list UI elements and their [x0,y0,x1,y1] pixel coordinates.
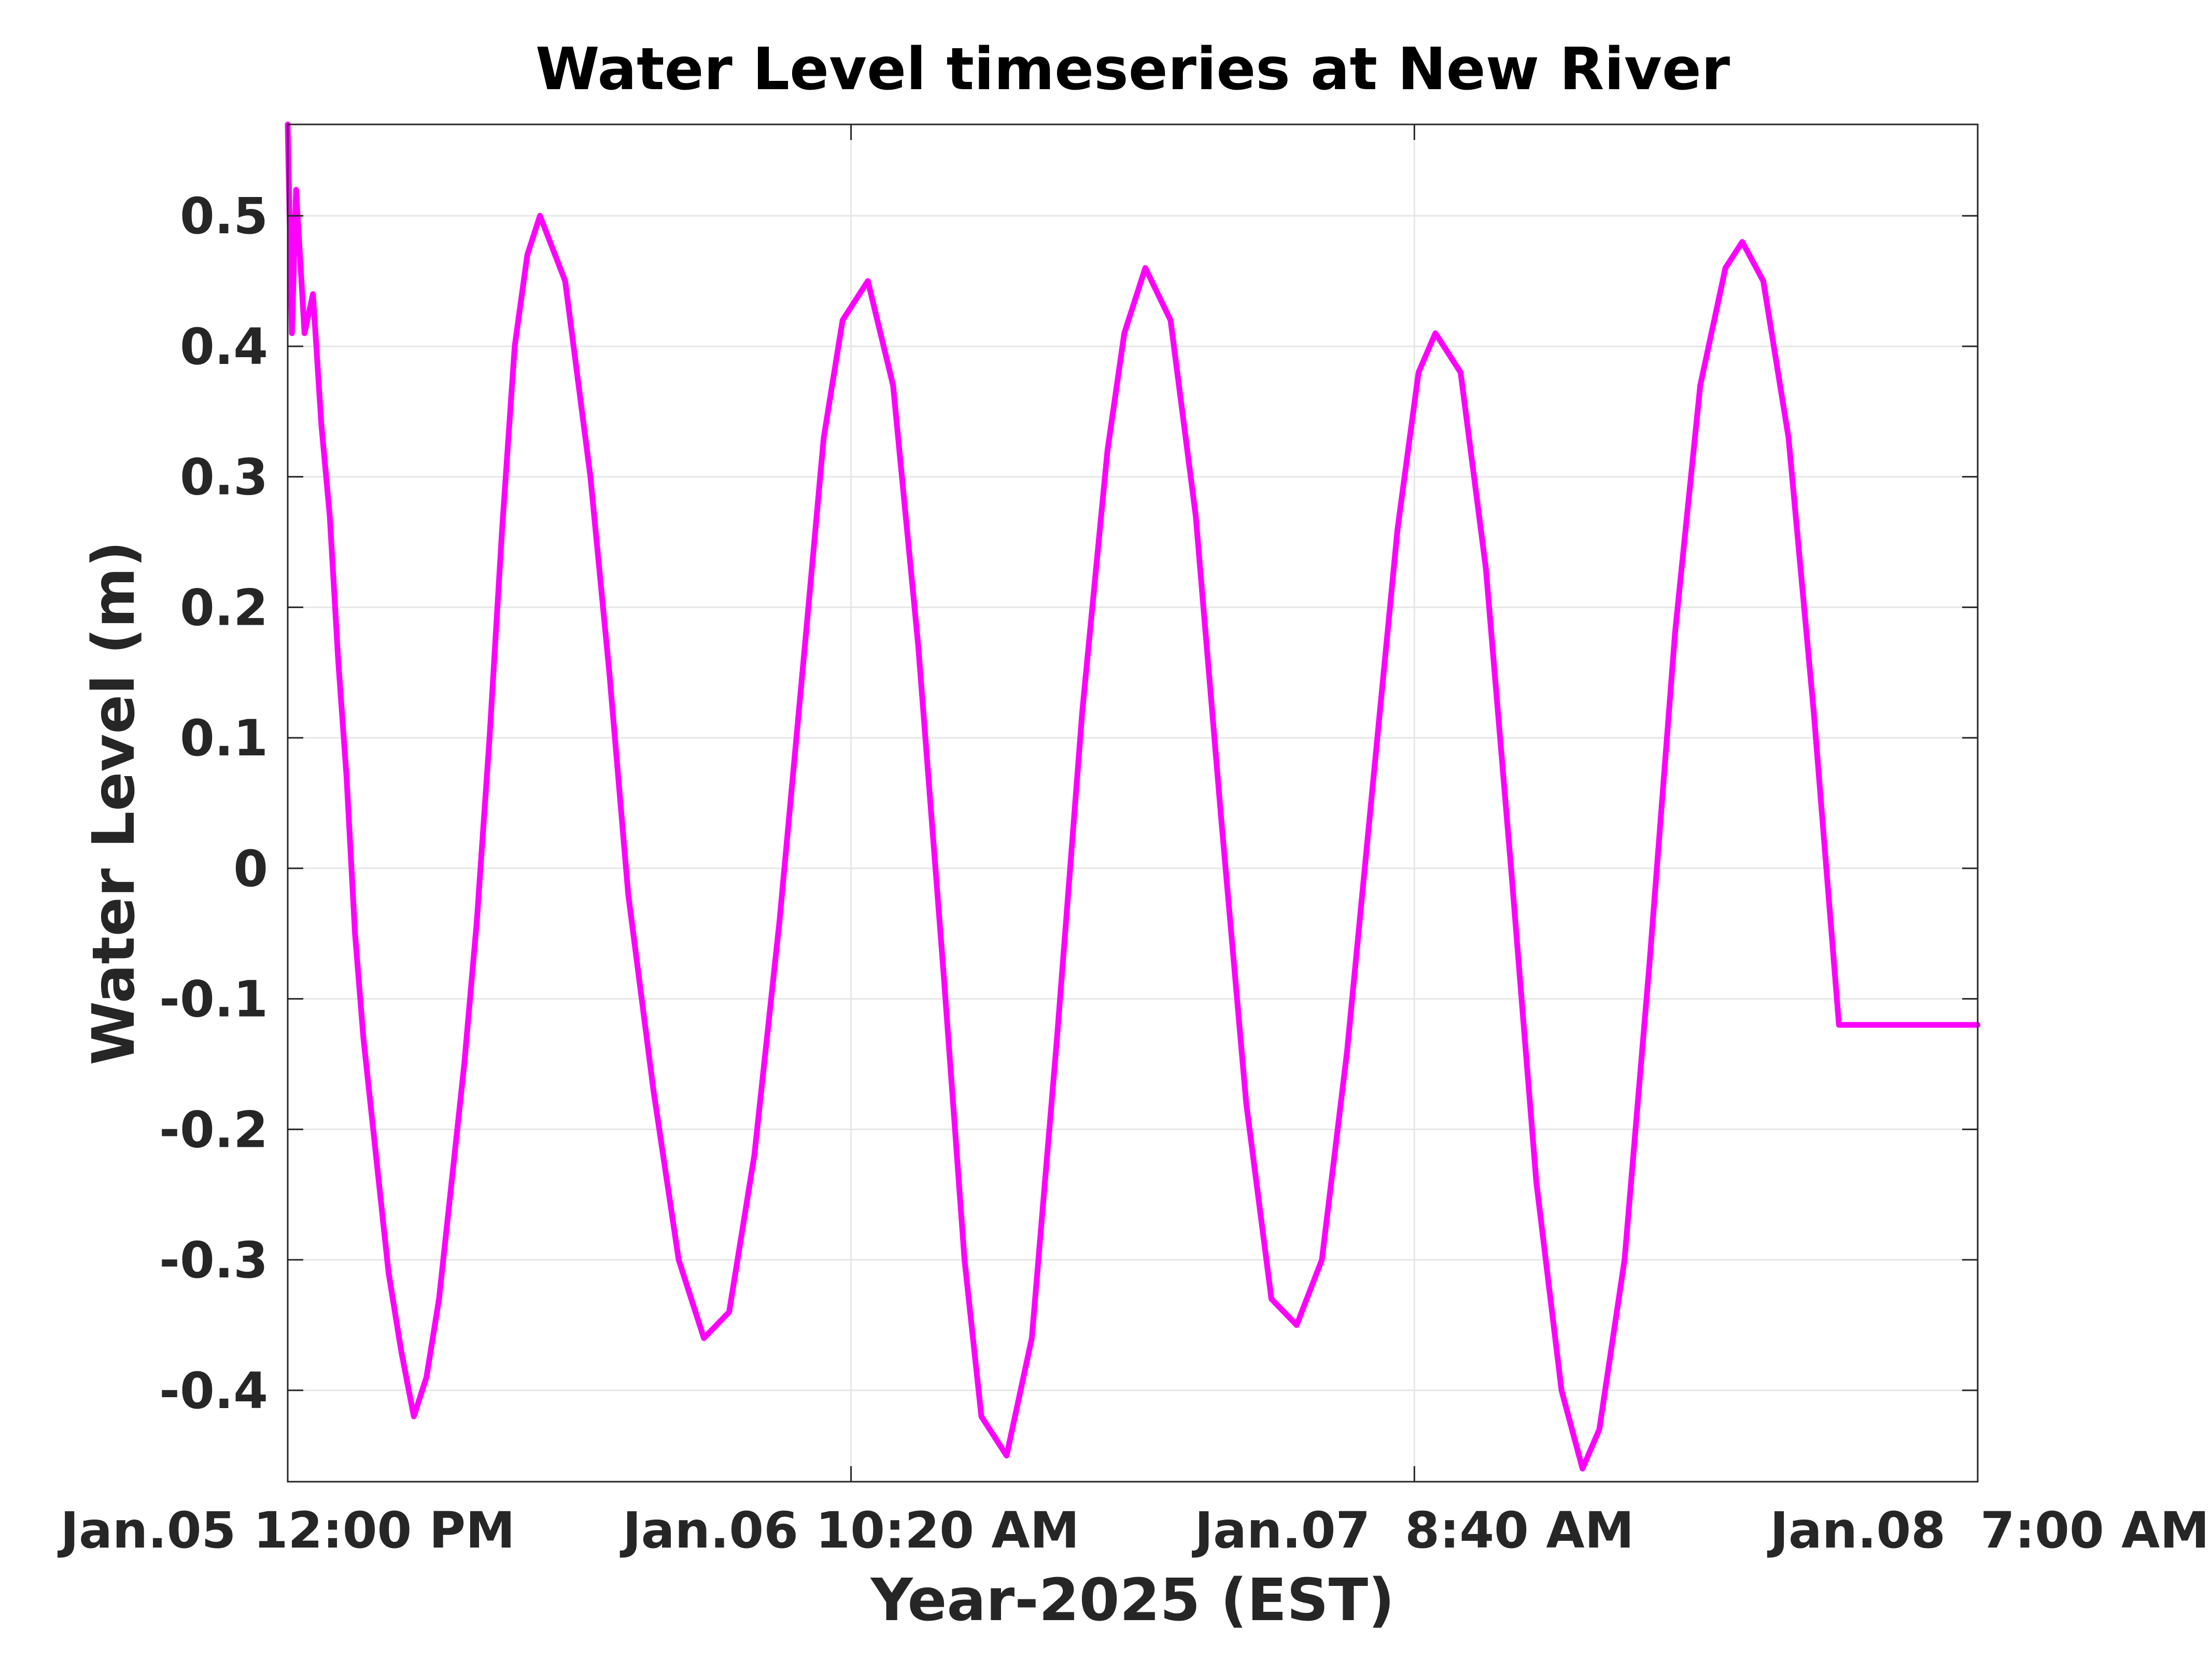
x-tick-label: Jan.06 10:20 AM [619,1501,1079,1559]
chart-title: Water Level timeseries at New River [536,36,1730,103]
plot-area-background [288,124,1978,1482]
series-layer [285,121,1981,1472]
x-tick-label: Jan.05 12:00 PM [57,1501,515,1559]
y-tick-label: -0.1 [159,971,268,1029]
y-tick-label: 0.3 [180,448,268,507]
plot-frame [287,123,1979,1483]
y-tick-label: -0.3 [159,1231,268,1289]
y-tick-label: 0.2 [180,579,268,637]
ticks: 0.5 0.4 0.3 0.2 0.1 0 -0.1 -0.2 -0.3 -0.4 Jan.05 1… [57,124,2209,1559]
x-tick-label: Jan.07 8:40 AM [1191,1501,1634,1559]
y-axis-label: Water Level (m) [80,541,148,1065]
y-tick-label: 0.5 [180,187,268,245]
water-level-series-line [285,121,1981,1472]
y-tick-label: -0.2 [159,1101,268,1159]
x-axis-label: Year-2025 (EST) [870,1567,1395,1634]
x-tick-label: Jan.08 7:00 AM [1767,1501,2209,1559]
y-tick-label: 0.1 [180,709,268,767]
y-tick-label: 0.4 [180,318,268,376]
y-tick-label: -0.4 [159,1362,268,1420]
y-tick-label: 0 [233,840,268,898]
